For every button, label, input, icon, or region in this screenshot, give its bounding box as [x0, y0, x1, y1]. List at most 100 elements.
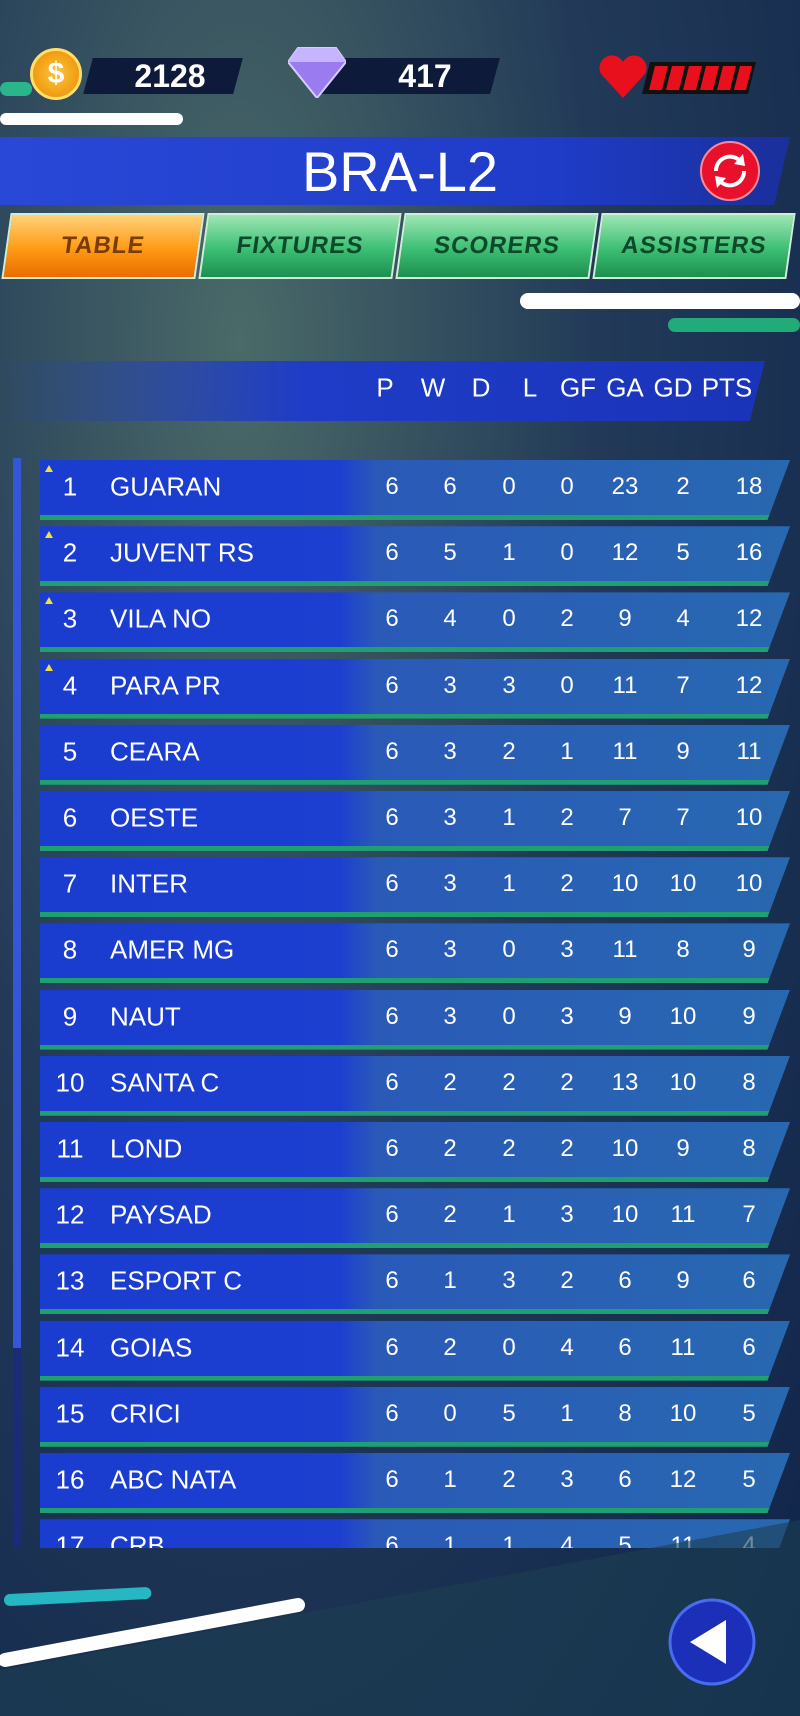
stat: 6: [618, 1333, 632, 1361]
column-header: W: [420, 372, 446, 403]
title-bar: [0, 137, 790, 205]
stat: 3: [443, 804, 457, 831]
table-row[interactable]: 16 ABC NATA 6 1 2 3 6 12 5: [40, 1453, 790, 1513]
table-row[interactable]: 3 VILA NO 6 4 0 2 9 4 12: [40, 592, 790, 653]
promotion-marker: [45, 597, 53, 605]
team-name: SANTA C: [110, 1067, 220, 1098]
stat: 8: [742, 1135, 756, 1162]
rank: 8: [62, 934, 78, 965]
table-row[interactable]: 10 SANTA C 6 2 2 2 13 10 8: [40, 1055, 790, 1116]
stat: 4: [676, 605, 690, 633]
team-name: GOIAS: [110, 1332, 193, 1363]
column-header: D: [471, 372, 491, 403]
rank: 6: [62, 802, 78, 833]
stat: 11: [612, 737, 638, 765]
stat: 9: [676, 737, 690, 765]
table-row[interactable]: 1 GUARAN 6 6 0 0 23 2 18: [40, 460, 790, 520]
column-header: PTS: [701, 372, 753, 403]
table-row[interactable]: 2 JUVENT RS 6 5 1 0 12 5 16: [40, 526, 790, 587]
stat: 2: [502, 1068, 516, 1096]
table-row[interactable]: 8 AMER MG 6 3 0 3 11 8 9: [40, 923, 790, 984]
stat: 6: [742, 1333, 756, 1361]
stat: 1: [443, 1466, 457, 1493]
team-name: VILA NO: [110, 603, 212, 634]
rank: 3: [62, 603, 78, 634]
tab[interactable]: TABLE: [1, 213, 205, 279]
stat: 3: [443, 737, 457, 765]
stat: 5: [742, 1399, 756, 1427]
stat: 2: [560, 1068, 574, 1096]
promotion-marker: [45, 465, 53, 472]
stat: 6: [385, 1399, 399, 1427]
rank: 2: [62, 537, 78, 568]
stat: 8: [618, 1399, 632, 1427]
stat: 7: [618, 804, 632, 831]
stat: 6: [385, 1002, 399, 1030]
rank: 1: [62, 471, 78, 502]
stat: 9: [676, 1135, 690, 1162]
stat: 16: [735, 539, 763, 567]
table-row[interactable]: 4 PARA PR 6 3 3 0 11 7 12: [40, 658, 790, 719]
stat: 3: [560, 1466, 574, 1493]
stat: 10: [735, 870, 763, 898]
stat: 6: [385, 737, 399, 765]
scrollbar-thumb[interactable]: [13, 458, 21, 1348]
stat: 0: [502, 1002, 516, 1030]
table-row[interactable]: 11 LOND 6 2 2 2 10 9 8: [40, 1122, 790, 1182]
tab[interactable]: SCORERS: [395, 213, 599, 279]
stat: 9: [618, 1002, 632, 1030]
stat: 9: [742, 936, 756, 964]
table-row[interactable]: 6 OESTE 6 3 1 2 7 7 10: [40, 791, 790, 851]
stat: 2: [443, 1201, 457, 1229]
back-button[interactable]: [668, 1598, 756, 1686]
stat: 3: [443, 870, 457, 898]
gem-count: 417: [398, 58, 452, 94]
decor-stripe: [0, 82, 32, 96]
table-row[interactable]: 14 GOIAS 6 2 0 4 6 11 6: [40, 1320, 790, 1381]
stat: 4: [560, 1333, 574, 1361]
stat: 5: [443, 539, 457, 567]
team-name: INTER: [110, 868, 188, 899]
stat: 6: [618, 1267, 632, 1295]
coin-icon: $: [30, 48, 82, 100]
stat: 6: [385, 870, 399, 898]
stat: 6: [385, 1466, 399, 1493]
tab[interactable]: ASSISTERS: [592, 213, 796, 279]
rank: 17: [55, 1530, 85, 1548]
stat: 3: [502, 671, 516, 699]
stat: 6: [385, 1135, 399, 1162]
team-name: ESPORT C: [110, 1265, 242, 1296]
rank: 11: [56, 1133, 84, 1164]
stat: 1: [560, 1399, 574, 1427]
decor-stripe: [520, 293, 800, 309]
table-row[interactable]: 12 PAYSAD 6 2 1 3 10 11 7: [40, 1188, 790, 1249]
stat: 2: [502, 1466, 516, 1493]
scrollbar-track: [13, 458, 21, 1548]
team-name: ABC NATA: [110, 1464, 237, 1495]
stat: 2: [560, 870, 574, 898]
refresh-button[interactable]: [699, 140, 761, 202]
stat: 0: [560, 473, 574, 500]
table-row[interactable]: 9 NAUT 6 3 0 3 9 10 9: [40, 989, 790, 1050]
stat: 1: [502, 804, 516, 831]
team-name: OESTE: [110, 802, 199, 833]
rank: 5: [62, 736, 78, 767]
stat: 12: [735, 671, 763, 699]
stat: 0: [502, 473, 516, 500]
stat: 0: [560, 539, 574, 567]
column-header: L: [522, 372, 538, 403]
team-name: CRB: [110, 1530, 165, 1548]
rank: 7: [62, 868, 78, 899]
bottom-decor: [0, 1520, 800, 1716]
table-row[interactable]: 5 CEARA 6 3 2 1 11 9 11: [40, 724, 790, 785]
table-row[interactable]: 15 CRICI 6 0 5 1 8 10 5: [40, 1386, 790, 1447]
table-row[interactable]: 17CRB61145114: [40, 1519, 790, 1548]
stat: 2: [560, 1135, 574, 1162]
stat: 10: [611, 1135, 639, 1162]
stat: 10: [669, 870, 697, 898]
stat: 0: [502, 936, 516, 964]
table-row[interactable]: 7 INTER 6 3 1 2 10 10 10: [40, 857, 790, 918]
tab[interactable]: FIXTURES: [198, 213, 402, 279]
